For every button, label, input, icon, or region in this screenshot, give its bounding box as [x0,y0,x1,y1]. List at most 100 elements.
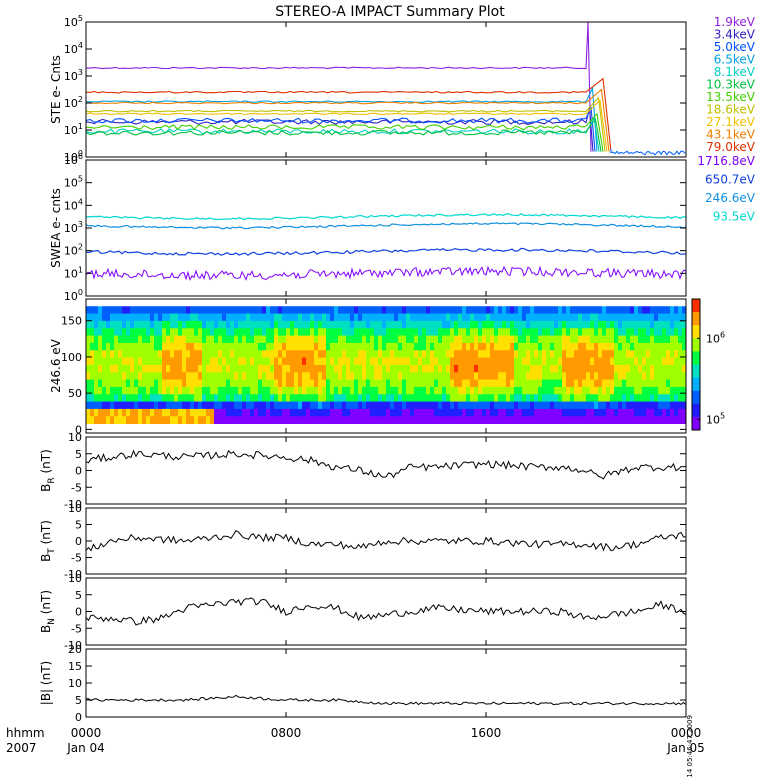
heatmap-cell [338,372,343,380]
heatmap-cell [234,372,239,380]
heatmap-cell [614,313,619,322]
heatmap-cell [246,320,251,329]
heatmap-cell [330,328,335,336]
heatmap-cell [610,372,615,380]
heatmap-cell [382,364,387,373]
heatmap-cell [586,357,591,366]
heatmap-cell [670,386,675,395]
heatmap-cell [146,401,151,410]
heatmap-cell [230,313,235,322]
heatmap-cell [442,306,447,314]
heatmap-cell [286,394,291,402]
heatmap-cell [142,364,147,373]
heatmap-cell [314,335,319,344]
heatmap-cell [306,328,311,336]
heatmap-cell [542,386,547,395]
heatmap-cell [386,401,391,410]
heatmap-cell [394,379,399,388]
heatmap-cell [438,372,443,380]
heatmap-cell [354,364,359,373]
heatmap-cell [422,320,427,329]
heatmap-cell [430,394,435,402]
heatmap-cell [498,408,503,417]
heatmap-cell [670,379,675,388]
heatmap-cell [250,306,255,314]
heatmap-cell [470,342,475,351]
heatmap-cell [506,335,511,344]
heatmap-cell [490,328,495,336]
heatmap-cell [214,364,219,373]
heatmap-cell [502,401,507,410]
heatmap-cell [582,416,587,424]
heatmap-cell [522,364,527,373]
heatmap-cell [654,357,659,366]
heatmap-cell [370,313,375,322]
heatmap-cell [118,357,123,366]
heatmap-cell [350,306,355,314]
heatmap-cell [478,350,483,358]
heatmap-cell [318,357,323,366]
heatmap-cell [634,313,639,322]
heatmap-cell [354,408,359,417]
y-axis-label: |B| (nT) [39,661,53,705]
heatmap-cell [258,350,263,358]
heatmap-cell [346,372,351,380]
heatmap-cell [430,342,435,351]
heatmap-cell [538,306,543,314]
heatmap-cell [438,313,443,322]
heatmap-cell [418,364,423,373]
heatmap-cell [206,313,211,322]
heatmap-cell [230,394,235,402]
heatmap-cell [338,364,343,373]
heatmap-cell [182,320,187,329]
heatmap-cell [262,386,267,395]
heatmap-cell [470,320,475,329]
heatmap-cell [234,320,239,329]
heatmap-cell [254,416,259,424]
heatmap-cell [158,335,163,344]
heatmap-cell [86,386,91,395]
heatmap-cell [222,357,227,366]
heatmap-cell [114,335,119,344]
heatmap-cell [118,350,123,358]
heatmap-cell [194,394,199,402]
heatmap-cell [378,342,383,351]
heatmap-cell [374,372,379,380]
heatmap-cell [270,335,275,344]
heatmap-cell [122,335,127,344]
heatmap-cell [398,357,403,366]
heatmap-cell [498,306,503,314]
heatmap-cell [310,320,315,329]
heatmap-cell [394,350,399,358]
heatmap-cell [614,350,619,358]
heatmap-cell [622,372,627,380]
heatmap-cell [334,313,339,322]
heatmap-cell [334,401,339,410]
heatmap-cell [662,350,667,358]
heatmap-cell [402,357,407,366]
heatmap-cell [362,372,367,380]
heatmap-cell [294,386,299,395]
heatmap-cell [358,357,363,366]
heatmap-cell [522,306,527,314]
heatmap-cell [110,350,115,358]
heatmap-cell [438,328,443,336]
heatmap-cell [638,379,643,388]
heatmap-cell [206,394,211,402]
heatmap-cell [554,342,559,351]
heatmap-cell [122,372,127,380]
heatmap-cell [494,328,499,336]
heatmap-cell [578,408,583,417]
heatmap-cell [146,320,151,329]
heatmap-cell [446,408,451,417]
heatmap-cell [102,313,107,322]
heatmap-cell [642,320,647,329]
heatmap-cell [230,320,235,329]
heatmap-cell [458,401,463,410]
heatmap-cell [402,313,407,322]
heatmap-cell [202,372,207,380]
heatmap-cell [382,313,387,322]
heatmap-cell [462,313,467,322]
heatmap-cell [518,408,523,417]
heatmap-cell [210,328,215,336]
